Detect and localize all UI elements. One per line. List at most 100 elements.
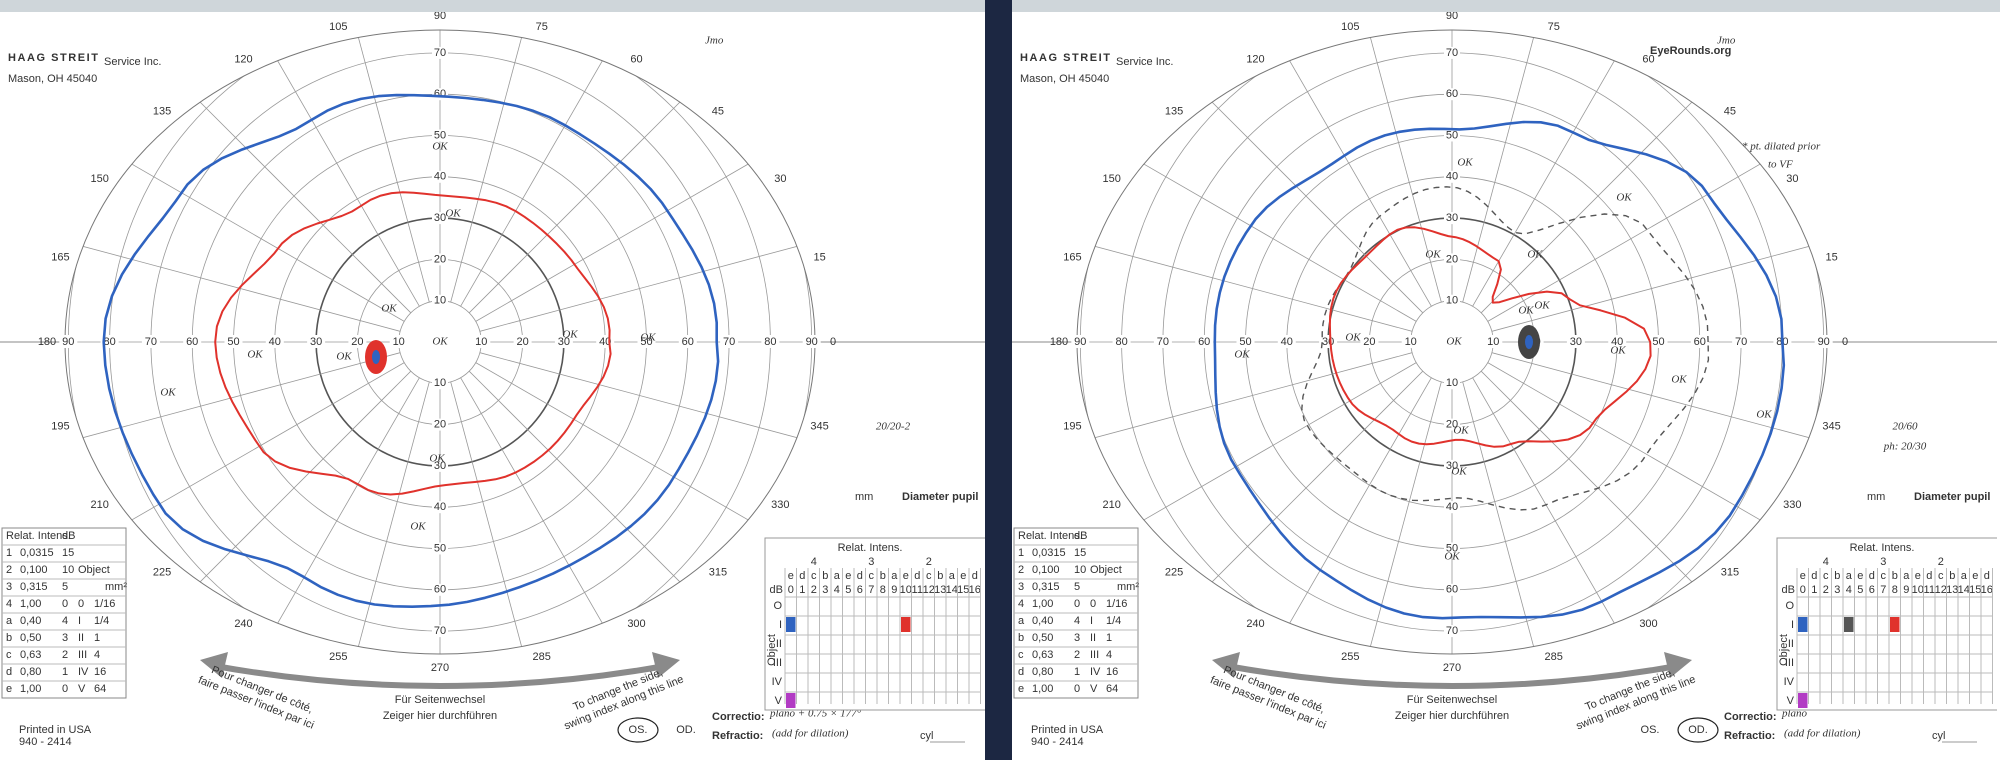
pupil-unit: mm <box>1867 491 1885 503</box>
ok-label: OK <box>562 329 578 341</box>
meridian-label: 45 <box>712 105 724 117</box>
grid-db-step: 8 <box>880 584 886 596</box>
meridian-line <box>450 381 548 654</box>
meridian-line <box>82 362 405 549</box>
ecc-label: 90 <box>1074 336 1086 348</box>
grid-letter: e <box>1915 570 1921 582</box>
ecc-label-box <box>1444 459 1460 472</box>
table-cell: 4 <box>62 615 68 627</box>
meridian-label: 180 <box>38 336 56 348</box>
ok-label: OK <box>1756 409 1772 421</box>
meridian-label: 135 <box>1165 105 1183 117</box>
ecc-label: 30 <box>310 336 322 348</box>
meridian-line <box>1094 362 1417 549</box>
meridian-line <box>1094 135 1417 322</box>
table-cell: II <box>1090 632 1096 644</box>
grid-letter: b <box>937 570 943 582</box>
address: Mason, OH 45040 <box>1020 73 1109 85</box>
grid-db-step: 14 <box>1958 584 1970 596</box>
ecc-label: 20 <box>1446 253 1458 265</box>
meridian-label: 270 <box>431 662 449 674</box>
ecc-label: 20 <box>351 336 363 348</box>
grid-letter: b <box>1892 570 1898 582</box>
ecc-label: 10 <box>1405 336 1417 348</box>
ecc-label-box <box>1566 335 1585 348</box>
switch-text: Für Seitenwechsel <box>395 694 486 706</box>
meridian-line <box>1462 381 1560 654</box>
ecc-label: 90 <box>806 336 818 348</box>
table-cell: 10 <box>62 564 74 576</box>
arrow-head <box>200 652 228 678</box>
ecc-label-box <box>1444 129 1460 142</box>
ecc-label-box <box>348 335 367 348</box>
blind-spot-core <box>372 350 380 364</box>
ok-label: OK <box>1457 157 1473 169</box>
switch-arc <box>1226 663 1678 689</box>
ecc-label-box <box>1444 212 1460 225</box>
ecc-label: 50 <box>1652 336 1664 348</box>
ecc-label: 60 <box>434 88 446 100</box>
meridian-label: 120 <box>234 54 252 66</box>
ecc-label-box <box>1732 335 1751 348</box>
grid-letter: e <box>960 570 966 582</box>
isopter <box>102 93 720 608</box>
ecc-label: 20 <box>1446 419 1458 431</box>
ecc-label: 70 <box>1157 336 1169 348</box>
printed: Printed in USA <box>1031 724 1104 736</box>
ecc-label-box <box>802 335 821 348</box>
ecc-label: 60 <box>1446 88 1458 100</box>
ecc-label: 30 <box>434 460 446 472</box>
meridian-label: 120 <box>1246 54 1264 66</box>
ecc-label: 30 <box>558 336 570 348</box>
table-header: mm² <box>1117 581 1139 593</box>
meridian-line <box>479 352 815 450</box>
grid-object: O <box>773 600 782 612</box>
grid-object: II <box>1788 638 1794 650</box>
ecc-label-box <box>432 170 448 183</box>
ecc-label-box <box>1401 335 1420 348</box>
ecc-label: 20 <box>516 336 528 348</box>
ok-label: OK <box>336 351 352 363</box>
ecc-label-box <box>1444 625 1460 638</box>
meridian-label: 150 <box>90 173 108 185</box>
grid-letter: a <box>834 570 841 582</box>
table-cell: 0 <box>1074 598 1080 610</box>
table-cell: IV <box>1090 666 1101 678</box>
table-cell: a <box>1018 615 1025 627</box>
table-cell: 64 <box>94 683 106 695</box>
meridian-line <box>1077 234 1413 332</box>
grid-group: 4 <box>1823 556 1829 568</box>
ecc-label: 70 <box>145 336 157 348</box>
meridian-line <box>475 135 798 322</box>
table-cell: 64 <box>1106 683 1118 695</box>
ecc-label: 60 <box>1446 584 1458 596</box>
ok-label: OK <box>1671 374 1687 386</box>
table-cell: 3 <box>1018 581 1024 593</box>
ecc-label: 40 <box>1281 336 1293 348</box>
grid-db-step: 10 <box>1912 584 1924 596</box>
ecc-label: 90 <box>62 336 74 348</box>
ecc-label-box <box>432 625 448 638</box>
switch-arc <box>214 663 666 689</box>
meridian-label: 225 <box>1165 566 1183 578</box>
ecc-label: 40 <box>269 336 281 348</box>
grid-object: V <box>775 695 783 707</box>
grid-letter: d <box>1869 570 1875 582</box>
meridian-label: 45 <box>1724 105 1736 117</box>
ecc-label-box <box>1444 46 1460 59</box>
meridian-label: 285 <box>533 651 551 663</box>
acuity: ph: 20/30 <box>1883 441 1927 453</box>
ecc-label: 30 <box>1446 460 1458 472</box>
table-cell: 0,50 <box>20 632 41 644</box>
grid-letter: e <box>903 570 909 582</box>
ok-label: OK <box>247 349 263 361</box>
grid-letter: e <box>1800 570 1806 582</box>
grid-letter: a <box>891 570 898 582</box>
meridian-label: 345 <box>810 420 828 432</box>
ok-label: OK <box>381 303 397 315</box>
ecc-label: 30 <box>1570 336 1582 348</box>
meridian-label: 90 <box>434 10 446 22</box>
table-cell: 3 <box>6 581 12 593</box>
ecc-label: 60 <box>682 336 694 348</box>
